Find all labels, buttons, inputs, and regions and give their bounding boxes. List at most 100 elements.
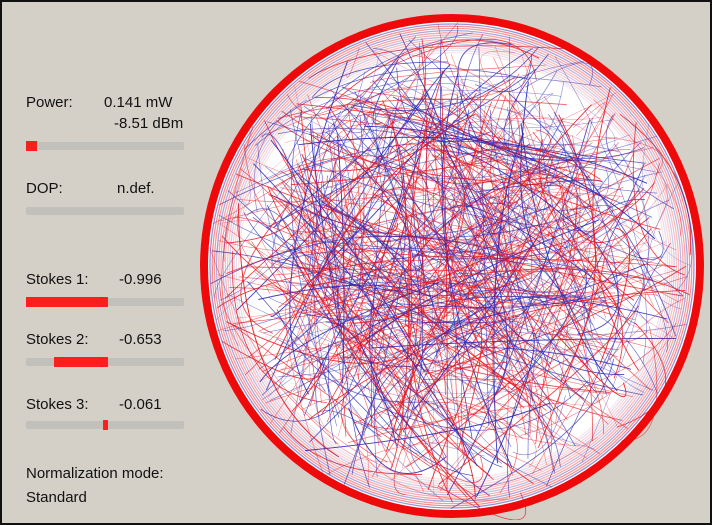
trace-segment [247,281,418,455]
rim-band [224,38,680,494]
trace-segment [425,112,467,298]
trace-segment [259,281,440,383]
trace-segment [315,382,331,476]
trace-segment [435,296,606,358]
power-value-dbm: -8.51 dBm [114,115,184,132]
trace-segment [244,162,336,376]
trace-segment [422,294,580,354]
dop-value: n.def. [117,180,155,197]
trace-segment [316,216,584,351]
trace-segment [340,280,396,361]
sphere-outline [200,14,704,518]
trace-segment [366,113,614,129]
trace-segment [642,123,691,266]
trace-segment [567,205,645,393]
rim-band [218,32,686,500]
trace-segment [363,113,424,433]
trace-segment [382,301,404,407]
trace-segment [397,277,623,308]
trace-segment [556,334,627,398]
trace-segment [553,111,620,373]
trace-segment [561,219,664,260]
trace-segment [239,276,654,349]
trace-segment [431,248,512,464]
trace-segment [421,241,667,347]
trace-segment [605,114,674,210]
trace-segment [496,142,593,224]
trace-segment [277,252,532,310]
trace-segment [271,259,432,385]
trace-segment [248,279,314,358]
trace-segment [346,47,360,78]
trace-segment [309,133,563,187]
polarization-traces [209,22,695,520]
trace-segment [442,165,602,244]
trace-segment [480,50,520,114]
trace-segment [438,142,555,376]
trace-segment [352,187,645,325]
trace-segment [359,95,462,285]
trace-segment [303,90,366,134]
measurement-panel: Power: 0.141 mW -8.51 dBm DOP: n.def. St… [2,2,202,523]
trace-segment [364,125,656,240]
trace-segment [231,217,352,263]
power-bar [26,141,184,151]
rim-band [233,47,671,485]
trace-segment [396,400,491,477]
trace-segment [307,124,368,267]
trace-segment [341,86,658,194]
trace-segment [371,97,400,427]
trace-segment [427,176,577,490]
trace-segment [240,168,380,394]
trace-segment [290,109,340,418]
trace-segment [435,111,607,296]
trace-segment [581,263,645,463]
trace-segment [335,105,512,277]
trace-segment [585,107,616,156]
trace-segment [294,226,349,437]
trace-segment [428,162,556,474]
trace-segment [317,134,427,462]
trace-segment [501,118,513,155]
trace-segment [238,203,340,458]
trace-segment [326,241,407,423]
trace-segment [533,261,607,395]
trace-segment [390,78,656,172]
trace-segment [323,143,619,190]
trace-segment [453,346,632,370]
trace-segment [274,247,581,270]
stokes-1-value: -0.996 [119,271,162,288]
trace-segment [393,276,688,324]
trace-segment [547,231,577,281]
trace-segment [342,281,488,318]
trace-segment [380,397,567,442]
stokes-2-value: -0.653 [119,331,162,348]
rim-band [231,45,673,487]
trace-segment [370,337,677,349]
trace-segment [213,22,459,224]
trace-segment [391,188,423,272]
trace-segment [209,247,451,493]
power-bar-fill [26,141,37,151]
trace-segment [489,110,567,300]
trace-segment [224,157,383,299]
trace-segment [244,68,529,150]
trace-segment [392,102,571,137]
trace-segment [508,93,677,337]
trace-segment [300,281,372,321]
trace-segment [391,147,564,360]
trace-segment [435,155,602,182]
trace-segment [437,24,615,201]
trace-segment [303,157,593,233]
normalization-label: Normalization mode: [26,465,164,482]
trace-segment [476,113,669,324]
trace-segment [302,218,513,285]
trace-segment [254,271,364,340]
trace-segment [555,56,647,364]
trace-segment [546,242,671,487]
trace-segment [308,318,396,463]
trace-segment [412,238,538,411]
trace-segment [538,102,638,325]
dop-bar [26,207,184,215]
stokes-1-bar-fill [26,297,108,307]
